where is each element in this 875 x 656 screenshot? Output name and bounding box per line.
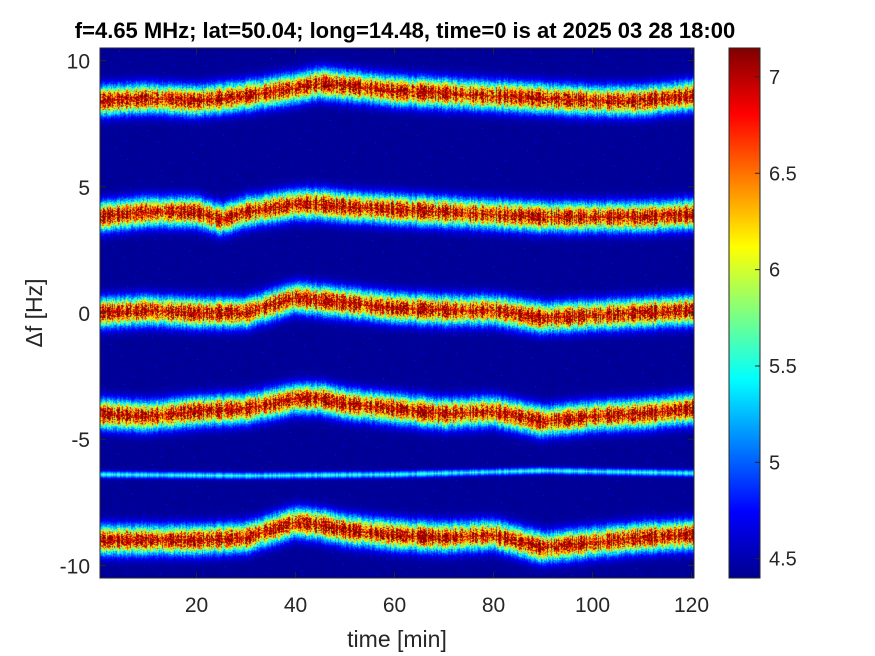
x-tick-label: 120	[674, 594, 709, 617]
colorbar-tick-label: 6.5	[769, 163, 797, 185]
y-tick-label: -10	[60, 555, 90, 578]
x-tick-label: 100	[575, 594, 610, 617]
y-axis: 10 5 0 -5 -10	[60, 51, 694, 578]
y-tick-label: 10	[67, 51, 90, 74]
series-ridge-1	[99, 82, 692, 102]
colorbar-tick-label: 5.5	[769, 356, 797, 378]
y-tick-label: -5	[71, 429, 90, 452]
colorbar-tick-label: 6	[769, 260, 780, 282]
x-tick-label: 40	[284, 594, 307, 617]
y-tick-label: 5	[78, 177, 90, 200]
x-tick-label: 80	[482, 594, 505, 617]
series-ridge-3	[99, 297, 692, 319]
y-axis-label: Δf [Hz]	[21, 278, 47, 347]
x-tick-label: 20	[185, 594, 208, 617]
colorbar-ticks: 7 6.5 6 5.5 5 4.5	[755, 67, 797, 571]
y-tick-label: 0	[78, 303, 90, 326]
x-tick-label: 60	[383, 594, 406, 617]
series-ridge-6	[100, 521, 692, 549]
colorbar-tick-label: 4.5	[769, 549, 797, 571]
series-ridge-5	[99, 470, 692, 477]
chart-title: f=4.65 MHz; lat=50.04; long=14.48, time=…	[75, 18, 735, 43]
heatmap	[99, 48, 694, 578]
series-ridge-2	[99, 203, 692, 221]
x-axis-label: time [min]	[347, 626, 447, 652]
colorbar	[728, 47, 761, 579]
x-axis: 20 40 60 80 100 120	[185, 48, 709, 617]
colorbar-tick-label: 5	[769, 452, 780, 474]
series-ridge-4	[99, 398, 692, 423]
colorbar-tick-label: 7	[769, 67, 780, 89]
